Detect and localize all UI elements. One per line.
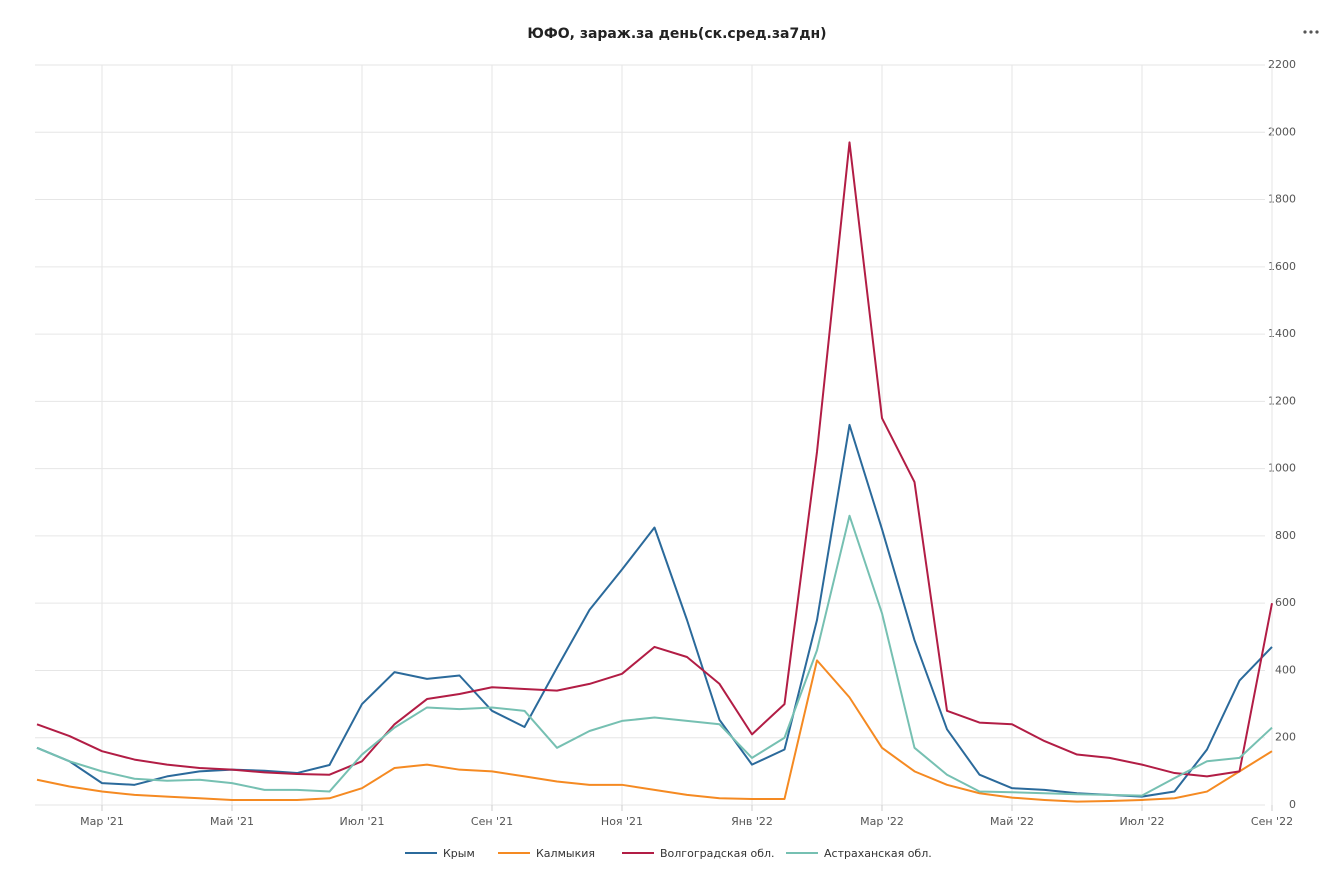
y-tick-label: 1000 <box>1268 462 1296 475</box>
x-tick-label: Май '22 <box>990 815 1034 828</box>
legend-item[interactable]: Крым <box>405 847 475 860</box>
legend-label: Калмыкия <box>536 847 595 860</box>
legend-label: Астраханская обл. <box>824 847 932 860</box>
x-tick-label: Мар '22 <box>860 815 904 828</box>
x-tick-label: Мар '21 <box>80 815 124 828</box>
x-tick-label: Сен '22 <box>1251 815 1293 828</box>
legend-item[interactable]: Волгоградская обл. <box>622 847 775 860</box>
x-tick-label: Ноя '21 <box>601 815 643 828</box>
y-tick-label: 2000 <box>1268 125 1296 138</box>
legend-label: Крым <box>443 847 475 860</box>
legend-label: Волгоградская обл. <box>660 847 775 860</box>
x-tick-label: Июл '21 <box>339 815 384 828</box>
y-tick-label: 800 <box>1275 529 1296 542</box>
x-tick-label: Сен '21 <box>471 815 513 828</box>
x-tick-label: Июл '22 <box>1119 815 1164 828</box>
series-line <box>36 514 1273 797</box>
legend-item[interactable]: Астраханская обл. <box>786 847 932 860</box>
y-tick-label: 1200 <box>1268 394 1296 407</box>
y-tick-label: 1600 <box>1268 260 1296 273</box>
y-tick-label: 600 <box>1275 596 1296 609</box>
chart-title: ЮФО, зараж.за день(ск.сред.за7дн) <box>527 26 826 42</box>
x-tick-label: Май '21 <box>210 815 254 828</box>
series-line <box>36 141 1273 778</box>
x-tick-label: Янв '22 <box>731 815 773 828</box>
series-line <box>36 423 1273 798</box>
series-line <box>36 659 1273 803</box>
legend-item[interactable]: Калмыкия <box>498 847 595 860</box>
y-tick-label: 1400 <box>1268 327 1296 340</box>
y-tick-label: 200 <box>1275 731 1296 744</box>
y-tick-label: 0 <box>1289 798 1296 811</box>
y-tick-label: 2200 <box>1268 58 1296 71</box>
y-tick-label: 400 <box>1275 663 1296 676</box>
menu-button[interactable] <box>1303 30 1319 34</box>
y-tick-label: 1800 <box>1268 193 1296 206</box>
